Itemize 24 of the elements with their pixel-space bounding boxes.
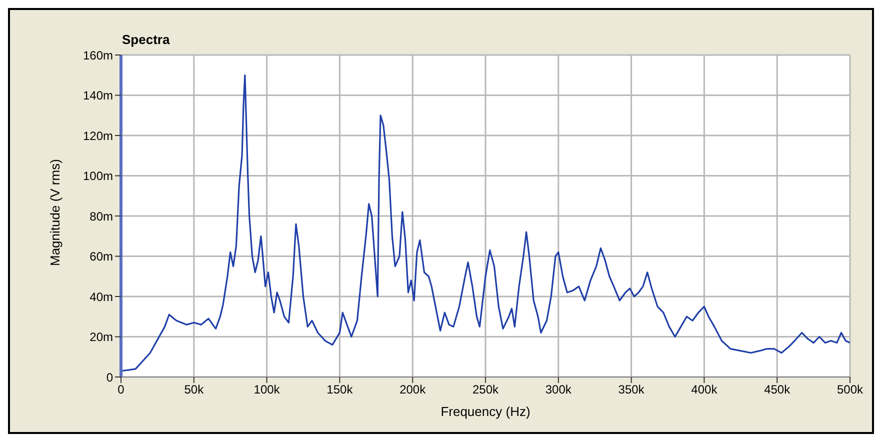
y-tick-label: 20m (90, 330, 114, 344)
y-tick-label: 140m (82, 88, 113, 103)
x-tick-label: 150k (326, 382, 354, 397)
y-tick-label: 60m (90, 250, 114, 264)
x-tick-label: 50k (184, 382, 205, 397)
x-tick-label: 250k (472, 382, 500, 397)
x-tick-label: 300k (545, 382, 572, 397)
x-tick-label: 500k (836, 382, 864, 397)
y-tick-label: 120m (82, 128, 113, 143)
x-tick-label: 400k (691, 382, 718, 397)
y-tick-label: 40m (90, 290, 114, 304)
y-tick-label: 100m (82, 169, 113, 184)
x-axis-title: Frequency (Hz) (440, 404, 530, 419)
y-tick-label: 160m (82, 48, 113, 62)
y-tick-label: 80m (90, 209, 114, 224)
x-tick-label: 350k (618, 382, 646, 397)
chart-title: Spectra (122, 32, 170, 47)
x-tick-label: 200k (400, 382, 427, 397)
y-tick-label: 0 (106, 370, 114, 384)
line-series (121, 74, 850, 372)
x-tick-label: 0 (118, 382, 125, 397)
x-tick-label: 100k (254, 382, 281, 397)
x-tick-label: 450k (764, 382, 792, 397)
y-axis-title: Magnitude (V rms) (48, 159, 63, 266)
